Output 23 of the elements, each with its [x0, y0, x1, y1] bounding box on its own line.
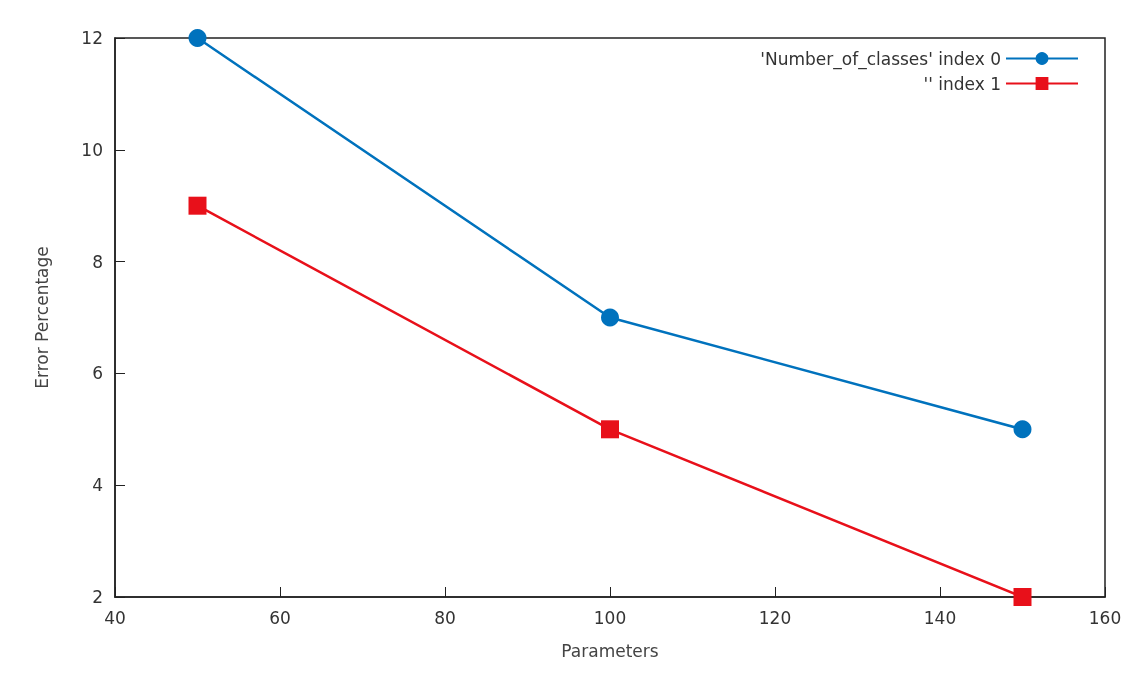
point: [188, 196, 207, 215]
point: [1013, 420, 1032, 439]
y-tick-label: 2: [92, 587, 103, 607]
y-axis-title: Error Percentage: [31, 246, 52, 389]
y-tick-label: 12: [81, 28, 103, 48]
x-tick-label: 60: [269, 607, 291, 628]
x-tick-label: 40: [104, 607, 126, 628]
y-tick-label: 4: [92, 475, 103, 496]
x-tick-label: 160: [1088, 607, 1122, 628]
y-tick-label: 6: [92, 363, 103, 384]
point: [1013, 588, 1032, 606]
y-tick-label: 10: [81, 139, 103, 160]
x-tick-label: 80: [434, 607, 456, 628]
x-tick-label: 100: [593, 607, 627, 628]
y-tick-label: 8: [92, 251, 103, 272]
x-tick-label: 140: [923, 607, 957, 628]
x-tick-label: 120: [758, 607, 792, 628]
legend-label: 'Number_of_classes' index 0: [760, 48, 1001, 70]
point: [188, 29, 207, 47]
legend-label: '' index 1: [923, 73, 1001, 94]
point: [601, 308, 619, 327]
point: [601, 420, 619, 439]
x-axis-title: Parameters: [561, 640, 659, 661]
